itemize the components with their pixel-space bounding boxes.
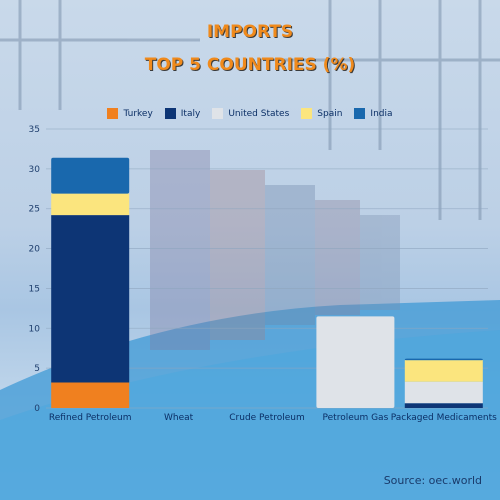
x-tick-label: Packaged Medicaments bbox=[391, 413, 497, 423]
y-tick-label: 10 bbox=[29, 324, 41, 334]
legend-item-united-states: United States bbox=[212, 108, 289, 119]
legend-swatch-india bbox=[354, 108, 366, 119]
legend-swatch-spain bbox=[301, 108, 313, 119]
x-tick-label: Wheat bbox=[164, 413, 194, 423]
x-axis-ticks: Refined Petroleum Wheat Crude Petroleum Pet… bbox=[49, 413, 497, 423]
y-tick-label: 25 bbox=[29, 205, 40, 215]
bar-united-states bbox=[404, 381, 483, 404]
x-tick-label: Refined Petroleum bbox=[49, 413, 132, 423]
legend-swatch-italy bbox=[164, 108, 176, 119]
bar-spain bbox=[51, 193, 130, 216]
legend-label-italy: Italy bbox=[180, 108, 201, 119]
bar-spain bbox=[404, 360, 483, 382]
chart-title-line-1: IMPORTS bbox=[206, 22, 294, 42]
legend-swatch-turkey bbox=[107, 108, 119, 119]
legend-swatch-united-states bbox=[212, 108, 224, 119]
y-tick-label: 15 bbox=[29, 284, 40, 294]
legend-label-spain: Spain bbox=[317, 108, 343, 119]
x-tick-label: Crude Petroleum bbox=[229, 413, 305, 423]
y-tick-label: 20 bbox=[29, 245, 41, 255]
legend-label-turkey: Turkey bbox=[123, 108, 153, 119]
legend-label-india: India bbox=[370, 108, 393, 119]
bar-india bbox=[404, 358, 483, 361]
bar-italy bbox=[404, 403, 483, 408]
y-tick-label: 0 bbox=[34, 404, 40, 414]
legend-item-turkey: Turkey bbox=[107, 108, 153, 119]
bar-italy bbox=[51, 215, 130, 383]
x-tick-label: Petroleum Gas bbox=[323, 413, 389, 423]
bar-united-states bbox=[316, 316, 395, 408]
source-note: Source: oec.world bbox=[383, 474, 482, 487]
y-tick-label: 30 bbox=[29, 165, 41, 175]
legend-label-united-states: United States bbox=[228, 108, 290, 119]
bars bbox=[51, 157, 483, 408]
chart-title-line-2: TOP 5 COUNTRIES (%) bbox=[144, 55, 356, 75]
legend-item-italy: Italy bbox=[164, 108, 201, 119]
legend-item-spain: Spain bbox=[301, 108, 342, 119]
y-axis-ticks: 0 5 10 15 20 25 30 35 bbox=[29, 125, 41, 414]
bar-india bbox=[51, 157, 130, 194]
legend-item-india: India bbox=[354, 108, 393, 119]
chart-legend: Turkey Italy United States Spain India bbox=[0, 108, 500, 119]
y-tick-label: 5 bbox=[34, 364, 40, 374]
bar-turkey bbox=[51, 382, 130, 408]
y-tick-label: 35 bbox=[29, 125, 40, 135]
